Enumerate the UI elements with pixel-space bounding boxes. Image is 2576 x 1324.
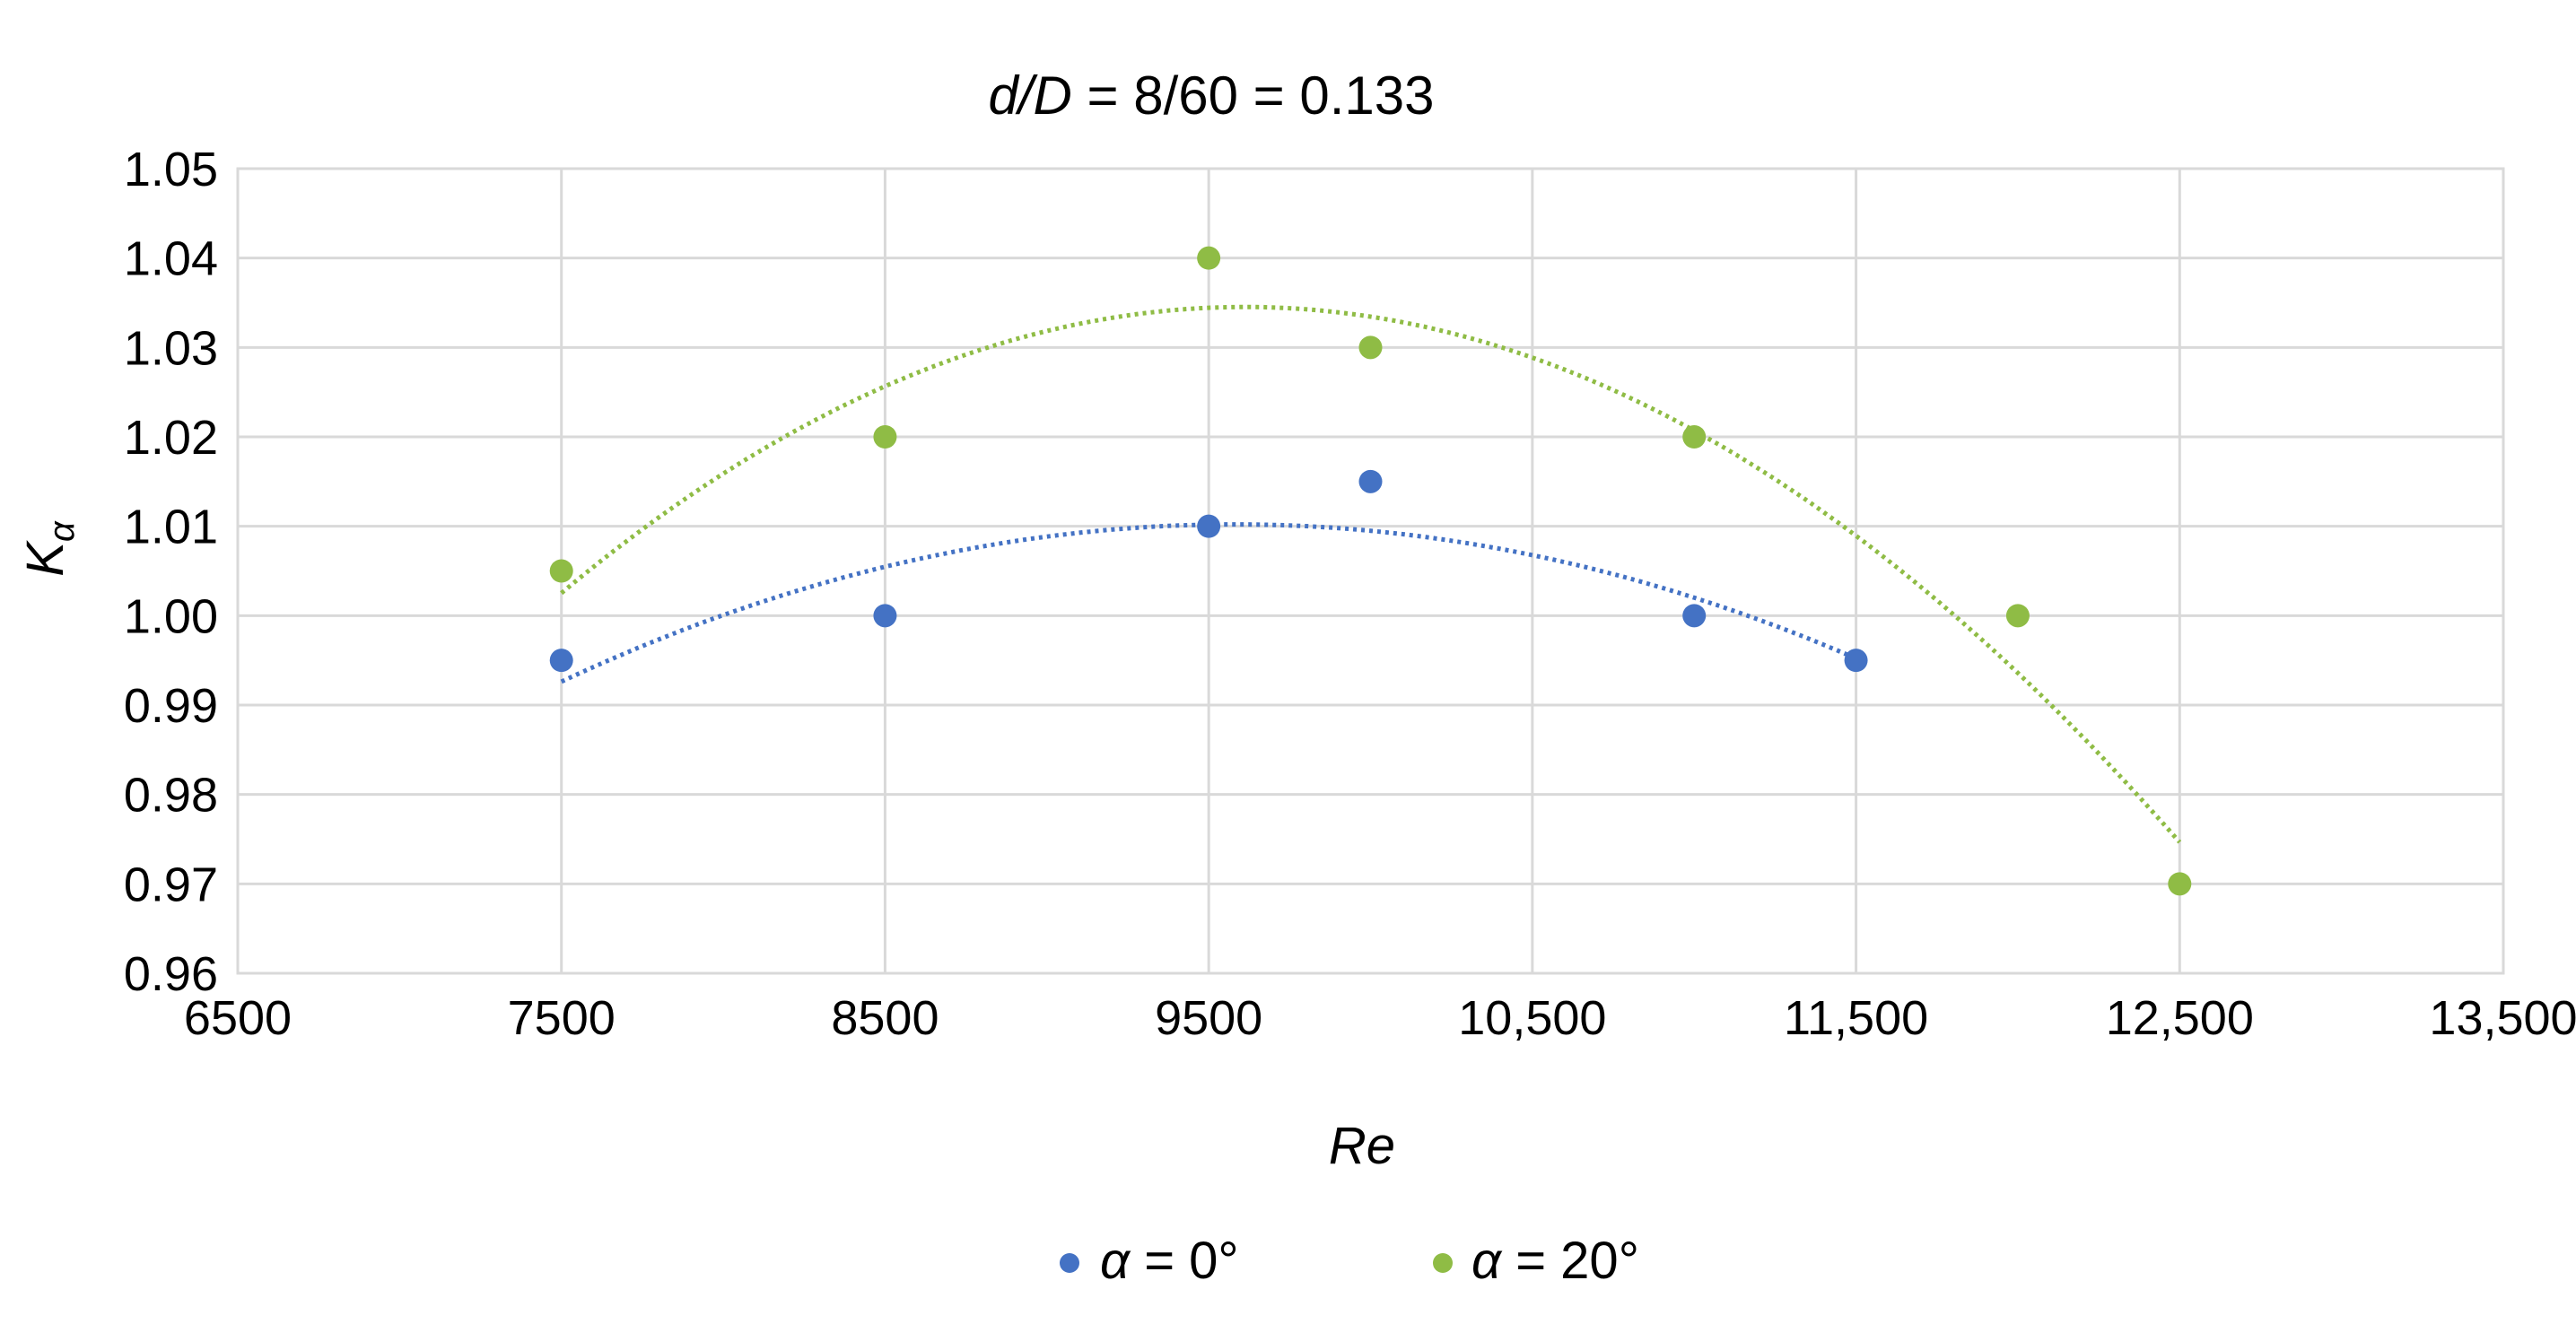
x-tick-label: 6500: [184, 991, 292, 1045]
data-points: [549, 246, 2192, 896]
x-tick-label: 12,500: [2106, 991, 2254, 1045]
x-axis-label: Re: [1329, 1117, 1395, 1175]
y-tick-label: 0.97: [124, 858, 218, 911]
trendline-series-1: [560, 304, 2182, 844]
data-point-series-1: [1682, 425, 1707, 449]
data-point-series-0: [1682, 604, 1707, 628]
plot-area-border: [236, 167, 2505, 975]
y-axis-label-sub: α: [42, 520, 82, 542]
legend-label-alpha-20-rest: = 20°: [1501, 1232, 1639, 1290]
x-tick-label: 9500: [1155, 991, 1262, 1045]
legend-marker-alpha-0: [1060, 1253, 1079, 1273]
chart-title-rest: = 8/60 = 0.133: [1072, 65, 1435, 126]
x-tick-label: 8500: [831, 991, 939, 1045]
y-axis-label-main: K: [16, 540, 74, 577]
legend-label-alpha-0-symbol: α: [1100, 1232, 1131, 1290]
chart-title-italic: d/D: [988, 65, 1071, 126]
y-axis-label: Kα: [16, 520, 82, 577]
trendlines: [560, 304, 2182, 844]
y-tick-label: 0.99: [124, 679, 218, 733]
legend-item-alpha-0: α = 0°: [1060, 1232, 1239, 1290]
y-axis-ticks: 0.96 0.97 0.98 0.99 1.00 1.01 1.02 1.03 1.04 1.05: [124, 143, 218, 1001]
legend: α = 0° α = 20°: [1060, 1232, 1639, 1290]
svg-text:α = 20°: α = 20°: [1471, 1232, 1639, 1290]
x-tick-label: 7500: [508, 991, 616, 1045]
y-tick-label: 1.01: [124, 501, 218, 554]
x-axis-ticks: 6500 7500 8500 9500 10,500 11,500 12,500 13,500: [184, 991, 2576, 1045]
data-point-series-0: [1197, 514, 1221, 538]
data-point-series-1: [1358, 335, 1383, 360]
svg-text:Kα: Kα: [16, 520, 82, 577]
y-tick-label: 1.05: [124, 143, 218, 196]
legend-label-alpha-20-symbol: α: [1471, 1232, 1503, 1290]
data-point-series-1: [2005, 604, 2030, 628]
x-tick-label: 10,500: [1458, 991, 1606, 1045]
y-tick-label: 1.02: [124, 411, 218, 465]
data-point-series-0: [873, 604, 897, 628]
data-point-series-1: [873, 425, 897, 449]
data-point-series-1: [549, 559, 573, 583]
grid: [236, 167, 2505, 975]
data-point-series-0: [1358, 469, 1383, 493]
data-point-series-1: [2168, 872, 2192, 896]
x-tick-label: 11,500: [1784, 991, 1928, 1045]
data-point-series-0: [549, 649, 573, 673]
legend-label-alpha-0-rest: = 0°: [1130, 1232, 1239, 1290]
y-tick-label: 1.03: [124, 321, 218, 375]
y-tick-label: 0.98: [124, 769, 218, 823]
legend-item-alpha-20: α = 20°: [1433, 1232, 1639, 1290]
y-tick-label: 0.96: [124, 947, 218, 1001]
data-point-series-0: [1844, 649, 1868, 673]
y-tick-label: 1.00: [124, 589, 218, 643]
data-point-series-1: [1197, 246, 1221, 270]
x-tick-label: 13,500: [2429, 991, 2576, 1045]
y-tick-label: 1.04: [124, 232, 218, 286]
chart-title: d/D = 8/60 = 0.133: [988, 65, 1434, 126]
svg-text:α = 0°: α = 0°: [1100, 1232, 1239, 1290]
legend-marker-alpha-20: [1433, 1253, 1453, 1273]
